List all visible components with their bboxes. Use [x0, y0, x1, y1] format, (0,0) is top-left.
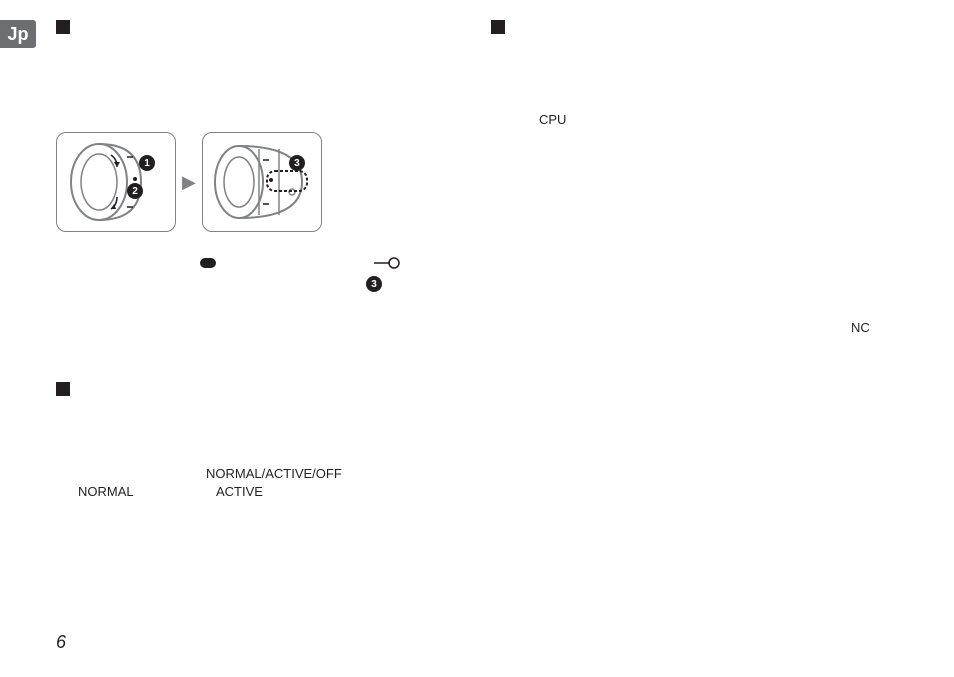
- section-heading-3: [491, 20, 896, 34]
- filled-mount-mark-icon: [200, 258, 216, 268]
- section-marker-icon: [491, 20, 505, 34]
- lens-drawing-1: [61, 137, 171, 227]
- left-column: 1 2 ▶ 3: [56, 20, 461, 542]
- section-2: NORMAL/ACTIVE/OFF NORMAL ACTIVE: [56, 382, 461, 516]
- callout-3: 3: [289, 155, 305, 171]
- callout-1: 1: [139, 155, 155, 171]
- callout-ref-3: 3: [366, 276, 382, 292]
- callout-2: 2: [127, 183, 143, 199]
- page-number: 6: [56, 632, 66, 653]
- language-tab: Jp: [0, 20, 36, 48]
- hollow-mount-mark-icon: [374, 256, 400, 270]
- mode-options-label: NORMAL/ACTIVE/OFF: [206, 466, 342, 481]
- mode-active-label: ACTIVE: [216, 484, 263, 499]
- lens-drawing-2: [207, 137, 317, 227]
- lens-box-right: 3: [202, 132, 322, 232]
- mark-legend-row: [56, 256, 461, 270]
- mode-normal-label: NORMAL: [78, 484, 134, 499]
- lens-figure: 1 2 ▶ 3: [56, 132, 461, 232]
- mode-text-block: NORMAL/ACTIVE/OFF NORMAL ACTIVE: [56, 466, 461, 516]
- section-marker-icon: [56, 382, 70, 396]
- section-heading-2: [56, 382, 461, 396]
- lens-box-left: 1 2: [56, 132, 176, 232]
- nc-label: NC: [851, 320, 870, 335]
- cpu-label: CPU: [539, 112, 566, 127]
- section-marker-icon: [56, 20, 70, 34]
- arrow-icon: ▶: [182, 172, 196, 193]
- section-heading-1: [56, 20, 461, 34]
- page-content: 1 2 ▶ 3: [56, 20, 896, 542]
- right-column: CPU NC: [491, 20, 896, 542]
- callout-ref-row: 3: [366, 276, 461, 292]
